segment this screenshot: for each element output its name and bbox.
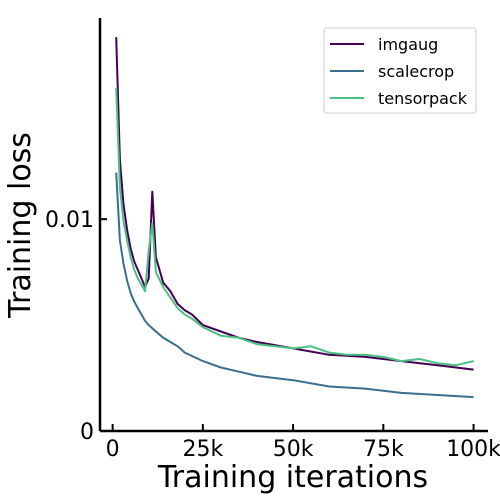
x-tick-label: 100k — [446, 437, 500, 462]
x-axis-title: Training iterations — [157, 460, 428, 495]
y-tick-label: 0.01 — [45, 208, 94, 233]
x-ticks: 0 25k 50k 75k 100k — [106, 424, 500, 462]
y-tick-label: 0 — [80, 420, 94, 445]
x-tick-label: 75k — [363, 437, 404, 462]
legend-label-scalecrop: scalecrop — [378, 62, 454, 81]
x-tick-label: 0 — [106, 437, 120, 462]
legend-frame — [323, 27, 477, 114]
x-tick-label: 50k — [273, 437, 314, 462]
legend-label-tensorpack: tensorpack — [378, 89, 468, 108]
series-line-scalecrop — [115, 172, 474, 399]
legend-label-imgaug: imgaug — [378, 35, 438, 54]
x-tick-label: 25k — [182, 437, 223, 462]
series-lines — [115, 37, 474, 399]
y-ticks: 00.01 — [45, 208, 107, 445]
series-line-imgaug — [115, 37, 474, 371]
series-line-tensorpack — [115, 87, 474, 367]
legend: imgaug scalecrop tensorpack — [323, 27, 477, 114]
y-axis-title: Training loss — [3, 132, 38, 319]
